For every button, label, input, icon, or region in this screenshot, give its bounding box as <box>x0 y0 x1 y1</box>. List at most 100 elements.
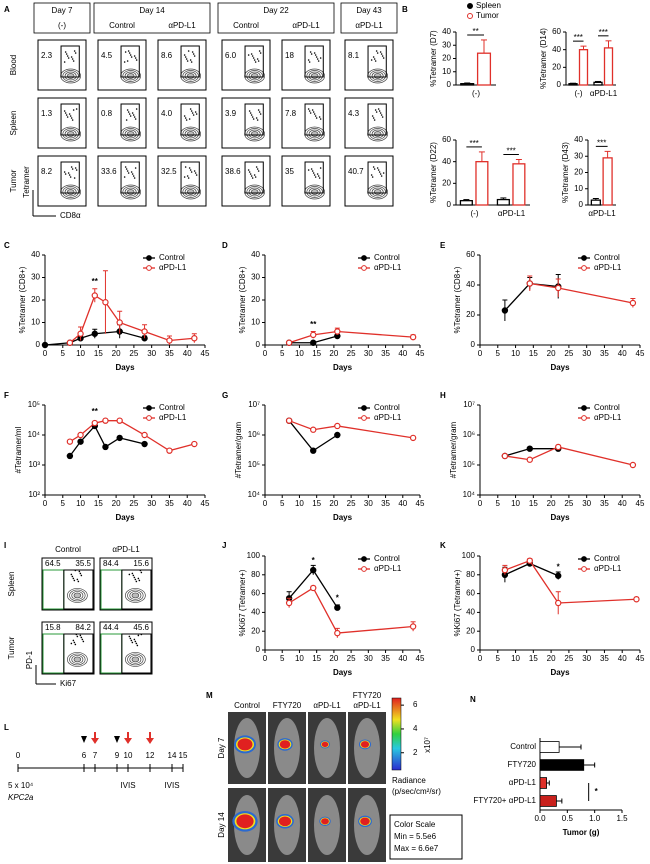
x-tick-label: 10 <box>295 654 304 663</box>
color-scale-text: Min = 5.5e6 <box>394 832 437 841</box>
condition-header: αPD-L1 <box>355 21 383 30</box>
gate-value: 4.0 <box>161 109 173 118</box>
event-dot <box>136 644 139 647</box>
y-tick-label: 10 <box>31 318 40 327</box>
contour <box>373 73 382 79</box>
treatment-arrow <box>91 732 99 744</box>
x-tick-label: 15 <box>312 499 321 508</box>
flow-plot <box>344 97 394 149</box>
y-tick-label: 30 <box>442 40 451 49</box>
condition-header: αPD-L1 <box>353 701 381 710</box>
event-dot <box>129 115 132 117</box>
y-tick-label: 0 <box>36 340 41 349</box>
bar <box>539 741 560 753</box>
gate-value: 18 <box>285 51 294 60</box>
y-tick-label: 0 <box>557 80 562 89</box>
injection-marker <box>81 736 87 743</box>
x-tick-label: 15 <box>529 349 538 358</box>
marker <box>409 333 417 341</box>
x-tick-label: (-) <box>471 209 479 218</box>
gate <box>304 45 324 78</box>
event-dot <box>318 177 321 179</box>
y-tick-label: 40 <box>251 250 260 259</box>
marker <box>310 426 317 433</box>
y-tick-label: 10⁴ <box>463 490 476 499</box>
event-dot <box>80 574 83 577</box>
annotation: ** <box>92 407 99 416</box>
y-axis-title: %Ki67 (Tetramer+) <box>453 569 462 636</box>
condition-header: αPD-L1 <box>168 21 196 30</box>
event-dot <box>135 642 138 645</box>
y-tick-label: 10⁷ <box>463 400 475 409</box>
y-tick-label: 40 <box>442 27 451 36</box>
gate-value: 2.3 <box>41 51 53 60</box>
event-dot <box>66 116 69 118</box>
event-dot <box>82 640 85 643</box>
gate-value: 7.8 <box>285 109 297 118</box>
panel-label: F <box>4 391 9 400</box>
gate-high <box>121 569 152 610</box>
legend-label: αPD-L1 <box>159 263 187 272</box>
event-dot <box>372 117 375 119</box>
event-dot <box>375 50 378 52</box>
x-axis-title: Days <box>333 363 353 372</box>
event-dot <box>248 171 251 173</box>
event-dot <box>313 113 316 115</box>
x-axis-title: Days <box>550 363 570 372</box>
gate-high <box>121 633 152 674</box>
marker <box>77 330 84 337</box>
marker <box>141 440 148 448</box>
legend-marker <box>361 566 367 572</box>
event-dot <box>132 175 135 177</box>
panel-label: E <box>440 241 446 250</box>
panel-label: L <box>4 723 9 732</box>
contour <box>182 128 199 140</box>
gate <box>180 103 200 136</box>
event-dot <box>314 54 317 56</box>
event-dot <box>130 639 133 642</box>
series-line <box>288 587 414 634</box>
day-header: Day 14 <box>139 6 165 15</box>
event-dot <box>381 55 384 57</box>
x-tick-label: 15 <box>94 349 103 358</box>
event-dot <box>131 572 134 575</box>
event-dot <box>373 58 376 60</box>
x-tick-label: 0 <box>478 349 483 358</box>
event-dot <box>257 170 260 172</box>
x-tick-label: 25 <box>564 654 573 663</box>
event-dot <box>192 53 195 55</box>
event-dot <box>259 113 262 115</box>
flow-plot <box>281 97 331 149</box>
flow-plot <box>37 39 87 91</box>
gate <box>120 45 140 78</box>
y-tick-label: 0 <box>447 80 452 89</box>
marker <box>91 330 98 337</box>
event-dot <box>315 56 318 58</box>
x-tick-label: 20 <box>329 349 338 358</box>
x-tick-label: 0.5 <box>562 814 574 823</box>
marker <box>116 417 123 424</box>
marker <box>66 452 74 460</box>
event-dot <box>249 173 252 175</box>
x-tick-label: 1.0 <box>589 814 601 823</box>
event-dot <box>70 56 73 58</box>
event-dot <box>194 172 197 174</box>
x-tick-label: 25 <box>347 654 356 663</box>
contour <box>126 131 135 137</box>
event-dot <box>308 110 311 112</box>
event-dot <box>378 110 381 112</box>
contour <box>131 656 140 663</box>
event-dot <box>316 173 319 175</box>
legend-label: Control <box>594 253 620 262</box>
contour <box>186 131 195 137</box>
significance: *** <box>574 33 583 42</box>
marker <box>334 422 341 430</box>
contour <box>248 71 261 81</box>
event-dot <box>376 167 379 169</box>
event-dot <box>259 52 262 54</box>
condition-header: Control <box>234 701 260 710</box>
bar <box>590 199 601 206</box>
series-line <box>504 446 634 466</box>
bar <box>496 198 510 206</box>
header-box <box>217 2 335 34</box>
